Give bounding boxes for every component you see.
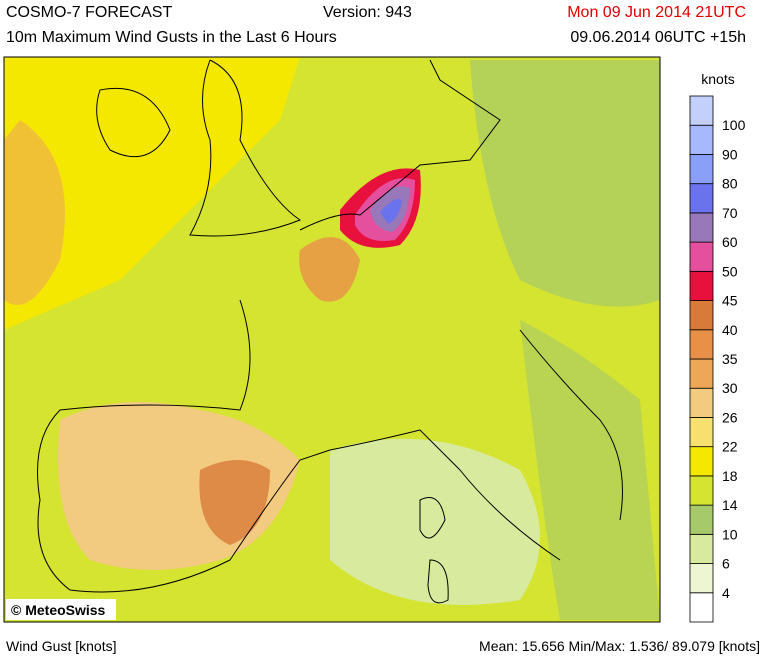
colorbar-box <box>689 417 714 448</box>
colorbar-box <box>689 387 714 418</box>
copyright-box <box>6 599 116 620</box>
colorbar-box <box>689 533 714 564</box>
colorbar-box <box>689 270 714 301</box>
colorbar-tick-label: 100 <box>722 117 746 133</box>
colorbar-tick-label: 80 <box>722 176 738 192</box>
colorbar-box <box>689 358 714 389</box>
colorbar-tick-label: 14 <box>722 497 738 513</box>
colorbar-tick-label: 6 <box>722 556 730 572</box>
gust-area <box>299 237 360 302</box>
subtitle: 10m Maximum Wind Gusts in the Last 6 Hou… <box>6 29 337 46</box>
colorbar-box <box>689 592 714 623</box>
ocean-field <box>4 57 300 330</box>
east-area <box>470 60 660 307</box>
colorbar-box <box>689 475 714 506</box>
colorbar-box <box>689 446 714 477</box>
colorbar-tick-label: 30 <box>722 380 738 396</box>
colorbar-tick-label: 10 <box>722 526 738 542</box>
colorbar-box <box>689 504 714 535</box>
colorbar-box <box>689 212 714 243</box>
colorbar-box <box>689 183 714 214</box>
colorbar-tick-label: 90 <box>722 146 738 162</box>
sea-area <box>330 438 540 605</box>
valid-time: Mon 09 Jun 2014 21UTC <box>567 4 746 21</box>
colorbar-box <box>689 124 714 155</box>
colorbar-box <box>689 329 714 360</box>
colorbar-tick-label: 35 <box>722 351 738 367</box>
colorbar: 4 6 10 14 18 22 26 30 35 40 45 50 60 70 80 90 100 <box>689 95 746 623</box>
title: COSMO-7 FORECAST <box>6 4 172 21</box>
footer-right: Mean: 15.656 Min/Max: 1.536/ 89.079 [kno… <box>479 638 760 654</box>
colorbar-unit: knots <box>701 71 734 87</box>
south-east-area <box>520 320 660 620</box>
colorbar-tick-label: 70 <box>722 205 738 221</box>
footer-left: Wind Gust [knots] <box>6 638 116 654</box>
colorbar-tick-label: 18 <box>722 468 738 484</box>
map: © MeteoSwiss <box>3 56 661 623</box>
colorbar-tick-label: 60 <box>722 234 738 250</box>
colorbar-tick-label: 26 <box>722 409 738 425</box>
colorbar-tick-label: 40 <box>722 322 738 338</box>
colorbar-box <box>689 563 714 594</box>
colorbar-tick-label: 22 <box>722 439 738 455</box>
run-time: 09.06.2014 06UTC +15h <box>570 29 746 46</box>
gust-area <box>4 120 65 305</box>
coastlines <box>37 59 623 604</box>
version: Version: 943 <box>323 4 412 21</box>
colorbar-box <box>689 95 714 126</box>
map-frame <box>3 56 661 623</box>
colorbar-box <box>689 300 714 331</box>
copyright: © MeteoSwiss <box>11 602 106 618</box>
colorbar-box <box>689 241 714 272</box>
colorbar-tick-label: 4 <box>722 585 730 601</box>
gust-core <box>380 198 402 224</box>
colorbar-tick-label: 50 <box>722 263 738 279</box>
gust-area <box>199 460 270 545</box>
colorbar-box <box>689 154 714 185</box>
colorbar-tick-label: 45 <box>722 293 738 309</box>
